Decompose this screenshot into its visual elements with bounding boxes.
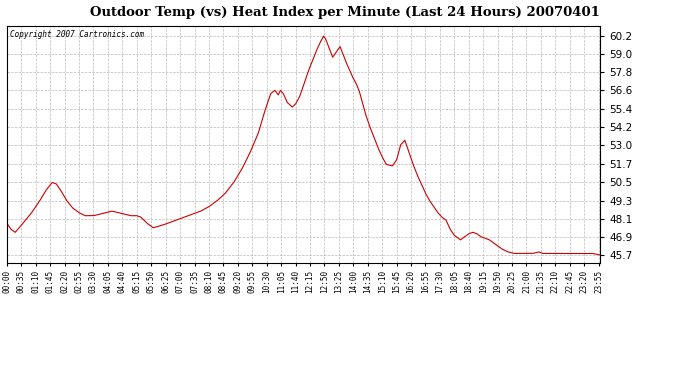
Text: Outdoor Temp (vs) Heat Index per Minute (Last 24 Hours) 20070401: Outdoor Temp (vs) Heat Index per Minute … [90, 6, 600, 19]
Text: Copyright 2007 Cartronics.com: Copyright 2007 Cartronics.com [10, 30, 144, 39]
